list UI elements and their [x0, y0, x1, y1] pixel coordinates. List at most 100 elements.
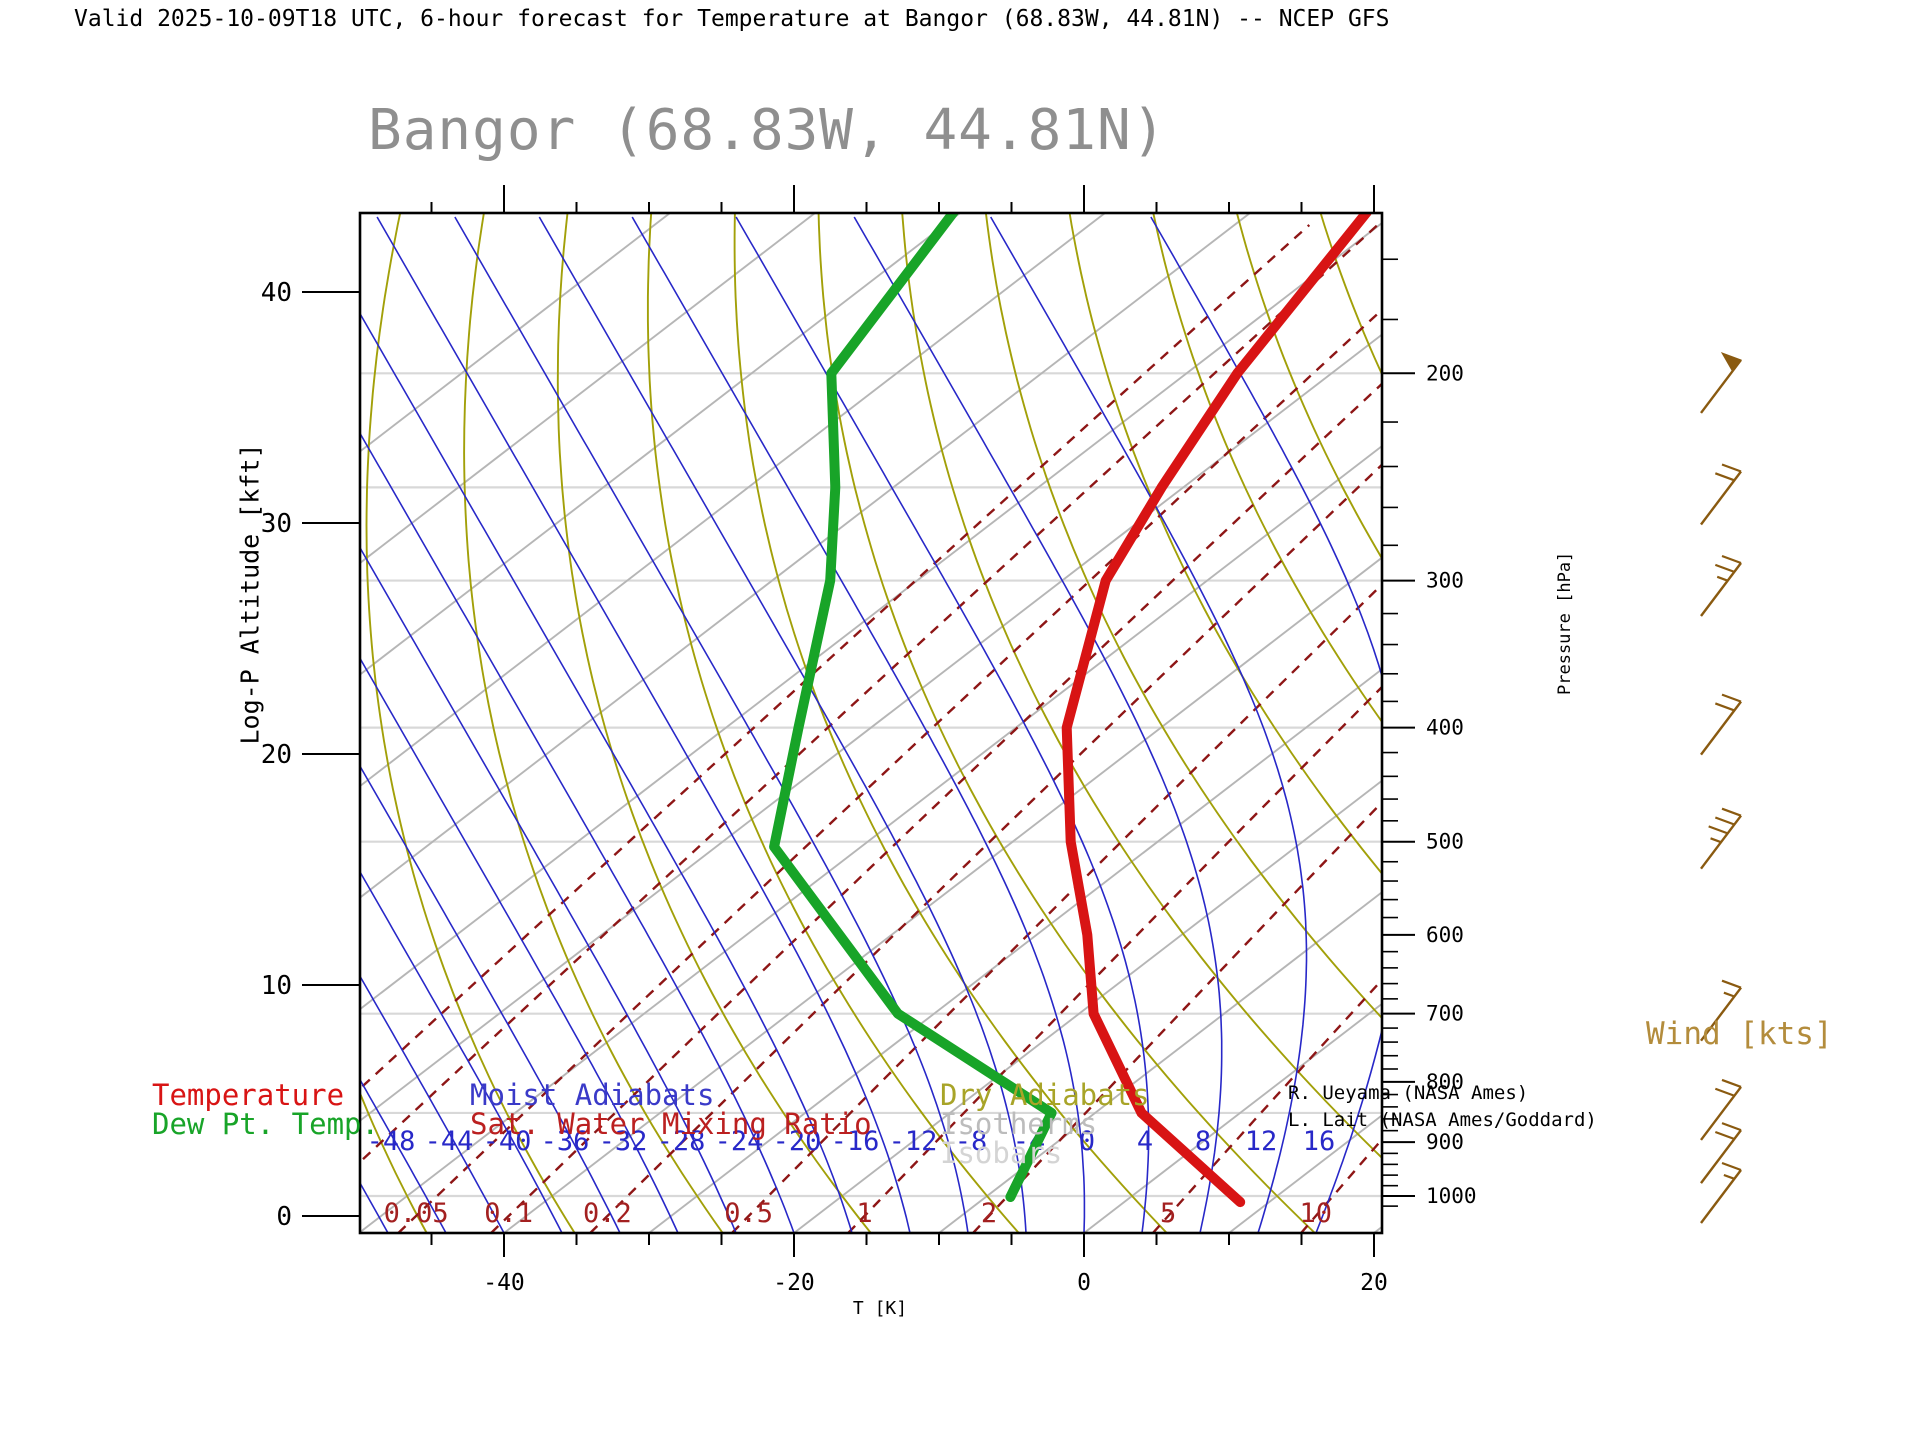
moist-adiabat-label--32: -32	[599, 1126, 648, 1157]
axes: 4030201002003004005006007008009001000-40…	[261, 185, 1477, 1296]
isotherm--50	[360, 444, 1382, 1233]
dry-adiabat-lines	[360, 213, 1920, 1233]
moist-adiabat-label--40: -40	[483, 1126, 532, 1157]
isotherm--80	[360, 213, 1251, 899]
wind-barb-700hpa	[1700, 979, 1742, 1042]
isotherm--20	[793, 779, 1382, 1233]
dry-adiabat-80	[1404, 213, 1920, 1233]
dry-adiabat-0	[733, 213, 1168, 1233]
pressure-axis-label: Pressure [hPa]	[1555, 551, 1575, 695]
legend-item-moist-adiabats: Moist Adiabats	[470, 1078, 715, 1112]
dewpoint-curve	[769, 213, 1057, 1202]
dry-adiabat--30	[463, 213, 724, 1233]
isotherm--40	[503, 556, 1382, 1233]
moist-adiabat--24	[360, 546, 737, 1233]
kft-tick-label-40: 40	[261, 278, 292, 308]
kft-tick-label-30: 30	[261, 509, 292, 539]
pressure-tick-label-600: 600	[1426, 923, 1464, 947]
legend-item-isobars: Isobars	[940, 1136, 1063, 1170]
legend-item-dew-pt-temp-: Dew Pt. Temp.	[152, 1107, 379, 1141]
moist-adiabat--36	[360, 870, 563, 1233]
wind-barb-400hpa	[1700, 693, 1742, 756]
moist-adiabat--4	[538, 216, 1027, 1233]
moist-adiabat-8	[853, 216, 1223, 1233]
dry-adiabat--40	[365, 213, 576, 1233]
page-title: Valid 2025-10-09T18 UTC, 6-hour forecast…	[74, 6, 1390, 32]
mixing-ratio-line-0.2	[589, 463, 1382, 1233]
moist-adiabat--8	[454, 216, 969, 1233]
plot-frame	[358, 211, 1384, 1235]
isotherm--90	[360, 213, 1106, 788]
credit-line-1: R. Ueyama (NASA Ames)	[1288, 1082, 1529, 1104]
dry-adiabat-60	[1235, 213, 1382, 561]
wind-barbs	[1700, 351, 1742, 1224]
isotherm--10	[938, 891, 1382, 1233]
dry-adiabat-70	[1319, 213, 1382, 377]
mixing-ratio-label-10: 10	[1299, 1198, 1332, 1229]
isotherm--100	[360, 213, 961, 676]
wind-barb-305hpa	[1700, 554, 1742, 617]
moist-adiabat--20	[360, 431, 795, 1233]
isotherm--30	[648, 667, 1382, 1233]
wind-barb-850hpa	[1700, 1078, 1742, 1141]
legend-item-temperature: Temperature	[152, 1078, 345, 1112]
kft-tick-label-0: 0	[276, 1202, 292, 1232]
y-axis-label: Log-P Altitude [kft]	[235, 443, 265, 745]
wind-barb-925hpa	[1700, 1122, 1742, 1184]
wind-barb-255hpa	[1700, 463, 1742, 526]
temperature-curve	[1061, 213, 1372, 1208]
moist-adiabat-label-4: 4	[1137, 1126, 1153, 1157]
moist-adiabat--40	[360, 974, 505, 1233]
isotherm--120	[360, 213, 671, 453]
mixing-ratio-label-0.05: 0.05	[384, 1198, 449, 1229]
mixing-ratio-line-1	[847, 685, 1382, 1233]
dry-adiabat-90	[1488, 213, 1920, 1233]
mixing-ratio-line-0.5	[731, 582, 1382, 1233]
temp-tick-label-20: 20	[1360, 1270, 1388, 1296]
pressure-tick-label-1000: 1000	[1426, 1184, 1477, 1208]
pressure-tick-label-200: 200	[1426, 361, 1464, 385]
wind-units-label: Wind [kts]	[1646, 1016, 1833, 1052]
mixing-ratio-line-0.1	[490, 382, 1382, 1233]
moist-adiabat-16	[1150, 216, 1382, 1233]
dry-adiabat-40	[1068, 213, 1382, 876]
isotherm--70	[360, 221, 1382, 1011]
mixing-ratio-label-0.1: 0.1	[484, 1198, 533, 1229]
pressure-tick-label-400: 400	[1426, 716, 1464, 740]
temp-tick-label--40: -40	[483, 1270, 525, 1296]
moist-adiabat--68	[0, 217, 98, 1233]
isotherm-0	[1083, 1002, 1382, 1233]
mixing-ratio-label-5: 5	[1160, 1198, 1176, 1229]
moist-adiabat--12	[376, 216, 911, 1233]
wind-barb-205hpa	[1700, 351, 1742, 414]
moist-adiabat--72	[0, 217, 40, 1233]
pressure-tick-label-700: 700	[1426, 1002, 1464, 1026]
moist-adiabat-label--24: -24	[715, 1126, 764, 1157]
dry-adiabat-20	[901, 213, 1382, 1160]
mixing-ratio-line-0.01	[360, 224, 1311, 1091]
moist-adiabat-label-12: 12	[1245, 1126, 1278, 1157]
legend-item-isotherms: Isotherms	[940, 1107, 1098, 1141]
temp-tick-label-0: 0	[1077, 1270, 1091, 1296]
chart-title: Bangor (68.83W, 44.81N)	[368, 98, 1167, 163]
isotherm--60	[360, 333, 1382, 1122]
mixing-ratio-label-1: 1	[856, 1198, 872, 1229]
kft-tick-label-10: 10	[261, 971, 292, 1001]
moist-adiabat-label--8: -8	[955, 1126, 988, 1157]
isotherm-10	[1228, 1114, 1382, 1233]
legend-item-dry-adiabats: Dry Adiabats	[940, 1078, 1150, 1112]
moist-adiabat--64	[0, 217, 156, 1233]
temp-tick-label--20: -20	[773, 1270, 815, 1296]
moist-adiabat-0	[631, 216, 1086, 1233]
wind-barb-500hpa	[1700, 807, 1742, 870]
isotherm--110	[360, 213, 816, 565]
pressure-tick-label-500: 500	[1426, 830, 1464, 854]
moist-adiabat-label--16: -16	[831, 1126, 880, 1157]
mixing-ratio-line-0.05	[397, 308, 1382, 1233]
mixing-ratio-label-0.2: 0.2	[583, 1198, 632, 1229]
pressure-tick-label-300: 300	[1426, 569, 1464, 593]
moist-adiabat-label-8: 8	[1195, 1126, 1211, 1157]
moist-adiabat-label--36: -36	[541, 1126, 590, 1157]
